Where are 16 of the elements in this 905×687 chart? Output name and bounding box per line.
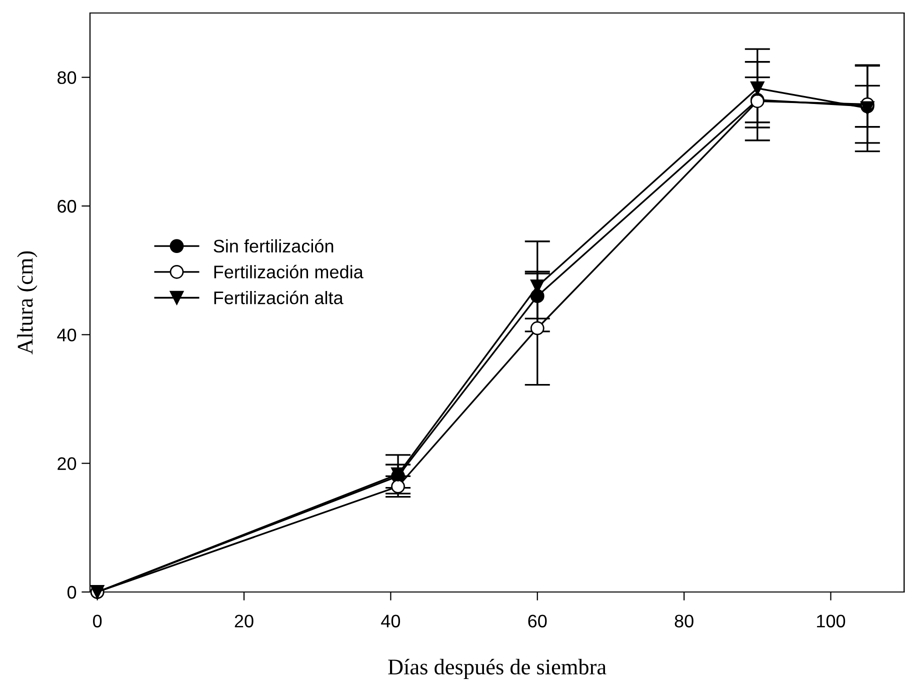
legend-label: Fertilización media xyxy=(214,264,364,278)
x-axis-title: Días después de siembra xyxy=(388,658,606,680)
x-tick-label: 100 xyxy=(817,614,846,628)
x-tick-label: 0 xyxy=(93,614,102,628)
y-tick-label: 0 xyxy=(67,586,76,599)
legend-label: Fertilización alta xyxy=(214,290,344,304)
y-tick-label: 60 xyxy=(58,200,76,213)
x-tick-label: 80 xyxy=(674,614,694,628)
y-tick-label: 80 xyxy=(58,71,76,84)
y-tick-label: 40 xyxy=(57,328,76,342)
x-tick-label: 60 xyxy=(528,614,547,628)
legend-label: Sin fertilización xyxy=(214,239,334,253)
x-tick-label: 40 xyxy=(381,614,400,628)
y-axis-title: Altura (cm) xyxy=(17,251,38,354)
x-tick-label: 20 xyxy=(234,614,254,628)
y-tick-label: 20 xyxy=(58,457,76,470)
